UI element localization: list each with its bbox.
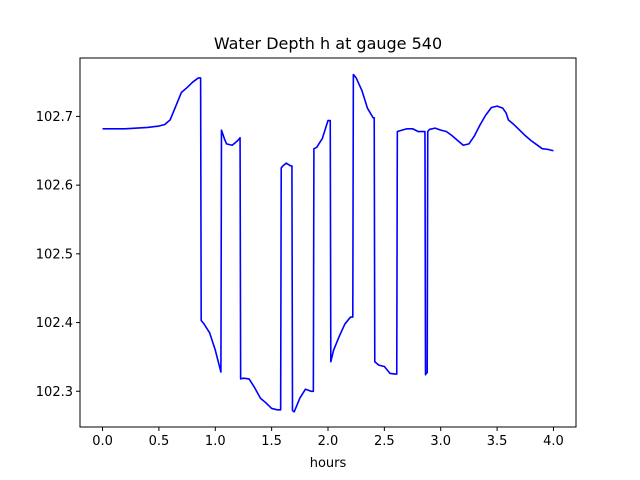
x-tick-label: 2.5 — [374, 434, 395, 449]
y-tick-label: 102.4 — [36, 316, 73, 331]
y-tick-label: 102.6 — [36, 179, 73, 194]
x-tick-label: 1.0 — [205, 434, 226, 449]
x-tick-label: 3.5 — [487, 434, 508, 449]
chart-title: Water Depth h at gauge 540 — [214, 34, 442, 53]
y-tick-label: 102.5 — [36, 247, 73, 262]
x-axis-label: hours — [310, 456, 347, 471]
x-tick-label: 0.0 — [92, 434, 113, 449]
y-tick-label: 102.7 — [36, 110, 73, 125]
x-tick-label: 0.5 — [149, 434, 170, 449]
plot-frame — [79, 57, 577, 428]
x-tick-label: 4.0 — [543, 434, 564, 449]
x-tick-label: 1.5 — [261, 434, 282, 449]
series-line-0 — [102, 73, 554, 413]
x-tick-label: 2.0 — [318, 434, 339, 449]
y-tick-label: 102.3 — [36, 385, 73, 400]
plot-area: 0.0 0.5 1.0 1.5 2.0 2.5 3.0 3.5 4.0 102.3 102.4 102… — [36, 57, 577, 449]
x-tick-label: 3.0 — [430, 434, 451, 449]
